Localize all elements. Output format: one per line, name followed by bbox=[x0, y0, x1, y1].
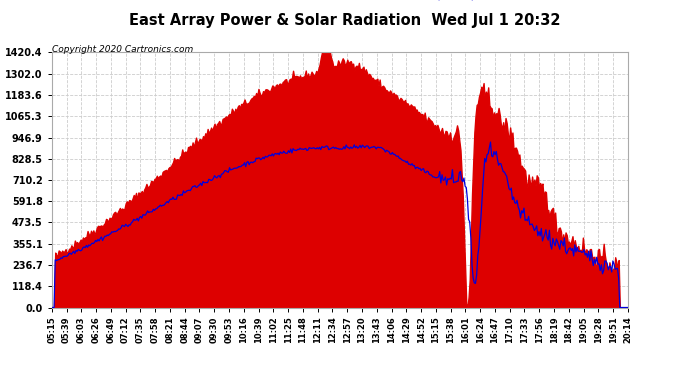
Text: Copyright 2020 Cartronics.com: Copyright 2020 Cartronics.com bbox=[52, 45, 193, 54]
Legend: Radiation(W/m2), East Array(DC Watts): Radiation(W/m2), East Array(DC Watts) bbox=[360, 0, 622, 4]
Text: East Array Power & Solar Radiation  Wed Jul 1 20:32: East Array Power & Solar Radiation Wed J… bbox=[129, 13, 561, 28]
